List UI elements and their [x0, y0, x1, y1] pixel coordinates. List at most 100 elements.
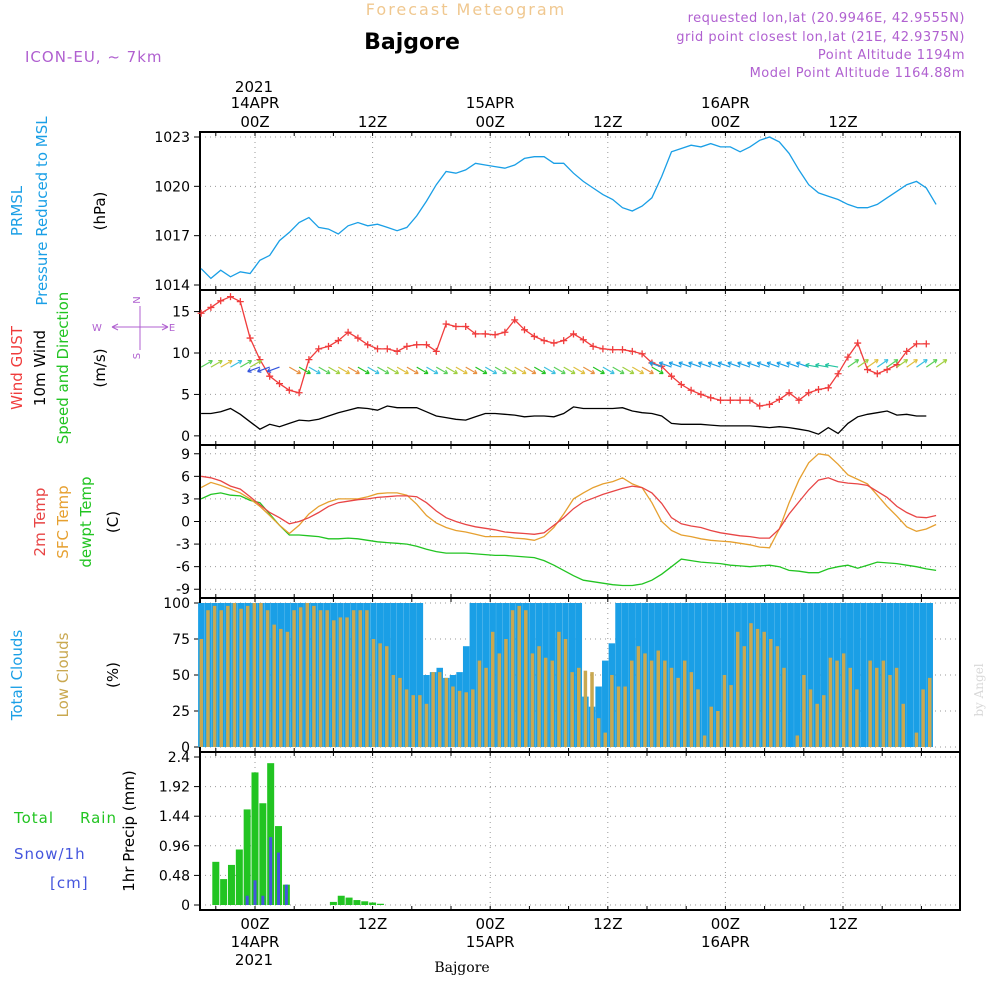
- wind-arrow-head: [492, 369, 498, 375]
- wind-arrow-head: [218, 359, 223, 365]
- compass-s: S: [132, 353, 143, 359]
- wind-gust-marker: [354, 334, 362, 342]
- sfc-temp-label: SFC Temp: [54, 485, 72, 558]
- panel-frame: [199, 131, 961, 291]
- rain-bar: [251, 772, 259, 905]
- wind-arrow-head: [227, 359, 233, 365]
- wind-arrow: [377, 366, 390, 375]
- wind-arrow-head: [776, 361, 781, 367]
- y-tick-label: 0: [181, 429, 190, 445]
- wind-gust-marker: [560, 337, 568, 345]
- low-cloud-bar: [252, 603, 257, 747]
- y-tick-label: 15: [172, 305, 190, 321]
- total-cloud-bar: [707, 603, 715, 747]
- low-cloud-bar: [802, 675, 806, 747]
- grid-point-coords: grid point closest lon,lat (21E, 42.9375…: [676, 30, 965, 45]
- y-tick-label: 50: [172, 668, 190, 684]
- wind-arrow: [592, 366, 605, 375]
- wind-arrow: [766, 362, 780, 368]
- bottom-time-label: 12Z: [358, 915, 387, 933]
- bottom-year-label: 2021: [235, 951, 273, 969]
- wind-gust-marker: [325, 342, 332, 350]
- low-cloud-bar: [841, 653, 846, 747]
- dewpt-label: dewpt Temp: [77, 476, 95, 567]
- low-cloud-bar: [265, 610, 270, 747]
- wind-arrow-head: [600, 369, 605, 375]
- model-altitude: Model Point Altitude 1164.88m: [750, 66, 965, 81]
- wind-arrow: [727, 362, 741, 368]
- low-cloud-bar: [848, 667, 853, 747]
- low-cloud-bar: [358, 610, 363, 747]
- snow-label: Snow/1h: [14, 845, 86, 863]
- low-cloud-bar: [656, 650, 660, 747]
- low-cloud-bar: [411, 695, 415, 747]
- wind-arrow: [582, 366, 595, 375]
- bottom-time-label: 12Z: [593, 915, 622, 933]
- wind-arrow-head: [727, 361, 732, 367]
- low-cloud-bar: [828, 657, 833, 747]
- panels: 1014 1017 1020 1023 0 5 10 15 -9 -6 -3 0 3 6 9 0 25 50 75 1…: [8, 116, 961, 914]
- wind-arrow: [825, 364, 839, 368]
- total-cloud-bar: [820, 603, 828, 747]
- low-cloud-bar: [894, 667, 899, 747]
- low-cloud-bar: [437, 672, 442, 747]
- low-cloud-bar: [497, 653, 502, 747]
- wind-arrow-head: [903, 359, 909, 364]
- wind-gust-marker: [619, 346, 626, 354]
- total-cloud-bar: [674, 603, 682, 747]
- rain-bar: [227, 864, 235, 905]
- wind-arrow: [906, 359, 918, 368]
- wind-arrow-head: [649, 361, 654, 367]
- total-cloud-bar: [807, 603, 814, 747]
- rain-bar: [353, 900, 361, 905]
- low-cloud-bar: [504, 639, 508, 747]
- wind-arrow-head: [737, 361, 742, 367]
- low-cloud-bar: [272, 624, 276, 747]
- wind-gust-label: Wind GUST: [8, 325, 26, 410]
- low-cloud-bar: [404, 689, 409, 747]
- rain-bar: [345, 897, 353, 905]
- total-cloud-bar: [615, 603, 622, 747]
- y-tick-label: 1020: [154, 179, 190, 195]
- wind-arrow-head: [942, 359, 948, 364]
- total-cloud-bar: [694, 603, 702, 747]
- total-cloud-bar: [403, 603, 410, 747]
- wind-series: [197, 293, 948, 435]
- wind-arrow: [308, 366, 321, 375]
- wind-arrow: [553, 366, 566, 375]
- rain-bar: [212, 861, 220, 905]
- model-label: ICON-EU, ~ 7km: [25, 48, 163, 66]
- low-cloud-bar: [669, 667, 674, 747]
- total-cloud-bar: [813, 603, 821, 747]
- wind-arrow-head: [864, 359, 869, 364]
- wind-arrow-head: [893, 359, 899, 364]
- wind-arrow: [786, 362, 800, 368]
- rain-bar: [361, 901, 369, 905]
- low-cloud-bar: [583, 670, 588, 747]
- wind-gust-marker: [913, 340, 920, 348]
- wind-gust-marker: [432, 347, 440, 355]
- wind-arrow-head: [257, 359, 262, 365]
- wind-arrow: [896, 359, 908, 368]
- wind-gust-marker: [315, 345, 323, 353]
- y-tick-label: 1.44: [159, 809, 190, 825]
- wind-gust-marker: [423, 341, 430, 349]
- wind-arrow: [386, 366, 399, 375]
- wind-gust-marker: [864, 366, 871, 374]
- low-cloud-bar: [769, 639, 773, 747]
- wind-arrow-head: [521, 369, 527, 375]
- low-cloud-bar: [755, 628, 760, 747]
- wind-arrow: [465, 366, 478, 375]
- low-cloud-bar: [530, 653, 535, 747]
- bottom-time-label: 00Z: [711, 915, 740, 933]
- wind-gust-marker: [677, 380, 685, 388]
- y-tick-label: 75: [172, 632, 190, 648]
- total-cloud-bar: [919, 603, 927, 747]
- total-cloud-bar: [602, 660, 609, 747]
- wind-arrow: [426, 366, 439, 375]
- total-cloud-bar: [906, 603, 914, 747]
- wind-gust-marker: [570, 330, 577, 338]
- wind-arrow: [805, 364, 819, 368]
- wind-gust-marker: [374, 345, 381, 353]
- low-cloud-bar: [888, 675, 892, 747]
